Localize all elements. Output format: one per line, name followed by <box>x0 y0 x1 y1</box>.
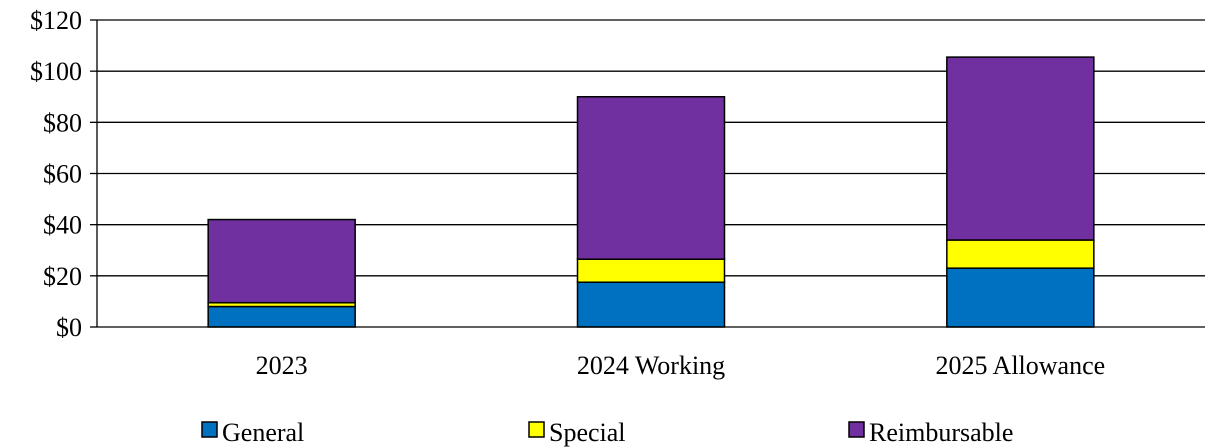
bar-reimbursable <box>576 96 726 260</box>
y-tick-label: $40 <box>43 211 82 240</box>
x-tick-label: 2023 <box>256 351 308 380</box>
x-tick-label: 2024 Working <box>577 351 725 380</box>
bar-general <box>946 267 1095 328</box>
legend-label-reimbursable: Reimbursable <box>869 418 1013 447</box>
y-tick-label: $20 <box>43 262 82 291</box>
bars <box>207 56 1095 328</box>
bar-reimbursable <box>946 56 1095 241</box>
legend-swatch-reimbursable <box>848 421 865 438</box>
bar-general <box>576 281 726 328</box>
legend-swatch-general <box>201 421 218 438</box>
bar-general <box>207 305 356 328</box>
y-axis-ticks: $0 $20 $40 $60 $80 $100 $120 <box>30 6 97 342</box>
legend: General Special Reimbursable <box>201 418 1013 447</box>
y-tick-label: $120 <box>30 6 82 35</box>
legend-label-general: General <box>222 418 304 447</box>
bar-special <box>576 258 726 283</box>
y-tick-label: $60 <box>43 160 82 189</box>
y-tick-label: $0 <box>56 313 82 342</box>
legend-label-special: Special <box>549 418 626 447</box>
y-tick-label: $100 <box>30 57 82 86</box>
y-tick-label: $80 <box>43 108 82 137</box>
bar-reimbursable <box>207 218 356 304</box>
bar-special <box>946 239 1095 269</box>
legend-swatch-special <box>528 421 545 438</box>
x-axis-ticks: 2023 2024 Working 2025 Allowance <box>256 351 1106 380</box>
x-tick-label: 2025 Allowance <box>935 351 1105 380</box>
